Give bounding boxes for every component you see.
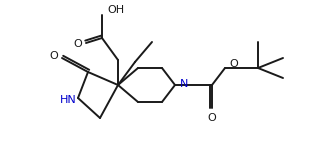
Text: O: O (50, 51, 58, 61)
Text: HN: HN (60, 95, 76, 105)
Text: O: O (208, 113, 216, 123)
Text: N: N (180, 79, 188, 89)
Text: O: O (74, 39, 82, 49)
Text: OH: OH (108, 5, 124, 15)
Text: O: O (230, 59, 238, 69)
